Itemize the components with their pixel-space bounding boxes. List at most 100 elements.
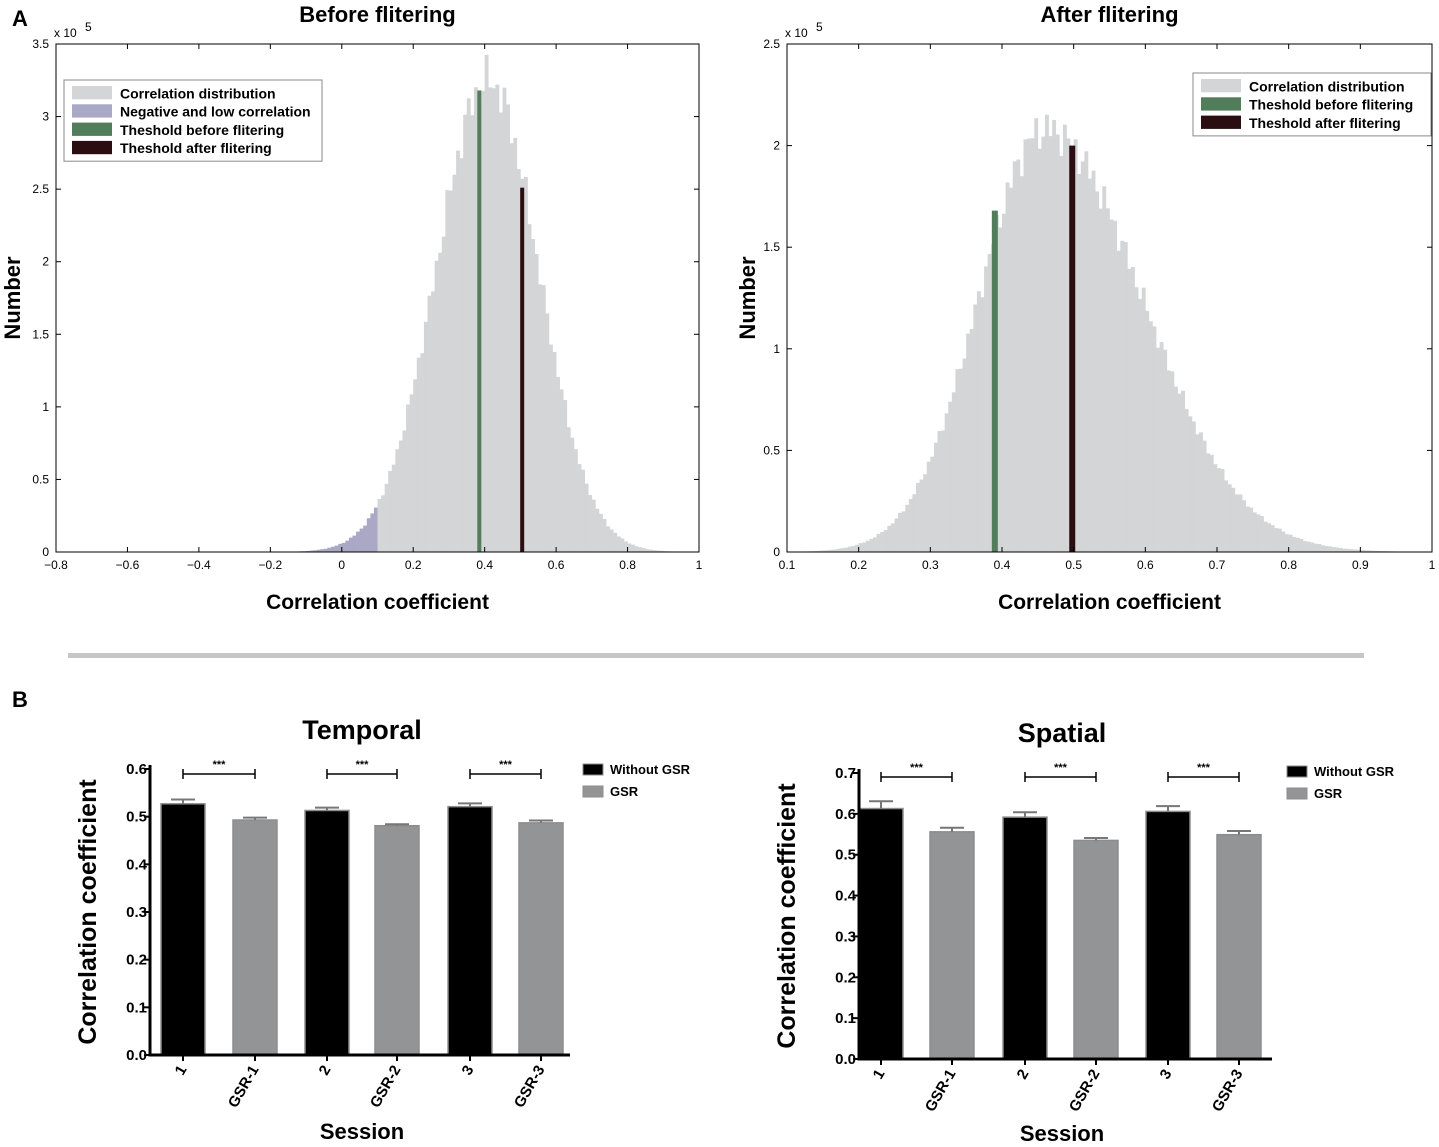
histogram-bar — [1170, 371, 1175, 552]
legend-swatch — [1201, 97, 1241, 111]
histogram-bar — [1378, 550, 1383, 552]
distribution-bars — [91, 54, 682, 553]
histogram-bar — [1077, 173, 1082, 552]
histogram-bar — [1209, 454, 1214, 552]
histogram-bar — [1285, 534, 1289, 552]
histogram-bar — [1188, 416, 1193, 552]
histogram-bar-negative — [359, 528, 364, 552]
histogram-bar — [865, 540, 870, 552]
histogram-bar — [830, 549, 834, 552]
histogram-bar — [1324, 546, 1329, 552]
histogram-bar — [1145, 310, 1150, 552]
histogram-bar — [448, 190, 453, 552]
y-axis-label: Number — [0, 256, 25, 340]
histogram-bar-negative — [323, 548, 328, 552]
histogram-bar — [862, 542, 867, 552]
histogram-bar — [1041, 136, 1046, 552]
histogram-bar — [1288, 534, 1293, 552]
histogram-bar — [1234, 494, 1239, 552]
y-tick-label: 0.1 — [126, 999, 147, 1016]
histogram-bar — [919, 479, 924, 552]
bar-gsr-3 — [518, 822, 564, 1056]
y-tick-label: 0.0 — [835, 1051, 856, 1068]
x-tick-label: 0.8 — [1280, 558, 1297, 572]
histogram-bar — [1199, 432, 1203, 552]
y-tick-label: 0.3 — [126, 904, 147, 921]
histogram-bar — [1084, 151, 1089, 553]
histogram-bar — [1148, 321, 1153, 552]
histogram-bar — [1116, 250, 1121, 553]
y-axis-label: Correlation coefficient — [74, 779, 102, 1045]
histogram-bar — [1349, 549, 1354, 552]
histogram-bar-negative — [341, 542, 346, 552]
histogram-bar — [908, 499, 913, 552]
y-axis-label: Number — [735, 256, 760, 340]
histogram-bar — [641, 548, 646, 552]
histogram-bar — [819, 550, 824, 552]
histogram-bar — [1123, 242, 1128, 552]
threshold-line-after — [1069, 145, 1076, 552]
y-exponent-power: 5 — [816, 20, 823, 34]
significance-label: *** — [356, 759, 370, 771]
x-tick-label: 0.4 — [994, 558, 1011, 572]
histogram-bar-negative — [338, 543, 343, 552]
histogram-bar — [1295, 537, 1300, 552]
legend-swatch — [582, 785, 604, 798]
histogram-bar — [1052, 120, 1057, 552]
histogram-bar — [473, 87, 478, 552]
histogram-bar — [463, 114, 468, 552]
histogram-bar — [980, 297, 985, 552]
histogram-bar — [1306, 541, 1311, 552]
histogram-bar — [538, 284, 543, 552]
legend-label: Correlation distribution — [120, 85, 276, 101]
histogram-bar — [616, 536, 621, 552]
threshold-line-after — [520, 187, 525, 552]
y-tick-label: 0.5 — [32, 472, 49, 486]
histogram-bar — [502, 87, 507, 553]
histogram-bar — [883, 530, 888, 552]
histogram-bar — [1245, 506, 1250, 552]
histogram-bar — [552, 352, 557, 552]
histogram-bar — [1166, 370, 1171, 552]
plot-frame — [55, 43, 700, 553]
y-tick-label: 0.2 — [126, 952, 147, 969]
histogram-bar — [381, 495, 385, 552]
bar-2 — [304, 809, 350, 1056]
histogram-bar — [987, 253, 992, 552]
y-tick-label: 0.7 — [835, 765, 856, 782]
histogram-bar — [1113, 220, 1117, 552]
histogram-bar — [577, 464, 582, 552]
legend-label: Theshold before flitering — [120, 122, 284, 138]
histogram-bar — [1292, 536, 1297, 552]
y-tick-label: 0.5 — [763, 443, 780, 457]
histogram-bar — [855, 544, 859, 552]
histogram-bar — [531, 239, 535, 552]
histogram-bar — [1045, 114, 1049, 552]
histogram-bar — [1363, 550, 1368, 552]
histogram-bar — [873, 537, 877, 552]
y-exponent-power: 5 — [85, 20, 92, 34]
histogram-bar — [559, 389, 564, 552]
histogram-bar — [826, 550, 831, 552]
x-tick-label: 0.2 — [405, 558, 422, 572]
x-category-label: 1 — [870, 1067, 889, 1083]
x-axis-label: Session — [320, 1119, 404, 1144]
histogram-bar — [847, 546, 852, 552]
histogram-bar — [840, 548, 845, 552]
y-axis-label: Correlation coefficient — [773, 783, 801, 1049]
panel-letter-b: B — [12, 687, 28, 712]
histogram-bar — [598, 513, 603, 552]
y-exponent-label: x 10 — [785, 26, 808, 40]
histogram-bar — [1009, 187, 1014, 552]
histogram-bar — [484, 54, 489, 553]
y-exponent-label: x 10 — [54, 26, 77, 40]
histogram-bar — [456, 150, 460, 552]
y-tick-label: 0.6 — [835, 806, 856, 823]
y-tick-label: 2.5 — [763, 37, 780, 51]
histogram-bar — [1159, 342, 1164, 552]
histogram-bar — [409, 394, 414, 552]
legend-label: Without GSR — [610, 762, 691, 777]
histogram-after-filtering: After flitering 0.1 0.2 0.3 0.4 0.5 0.6 0.7 0.8 0… — [735, 2, 1436, 614]
histogram-bar — [566, 427, 571, 552]
